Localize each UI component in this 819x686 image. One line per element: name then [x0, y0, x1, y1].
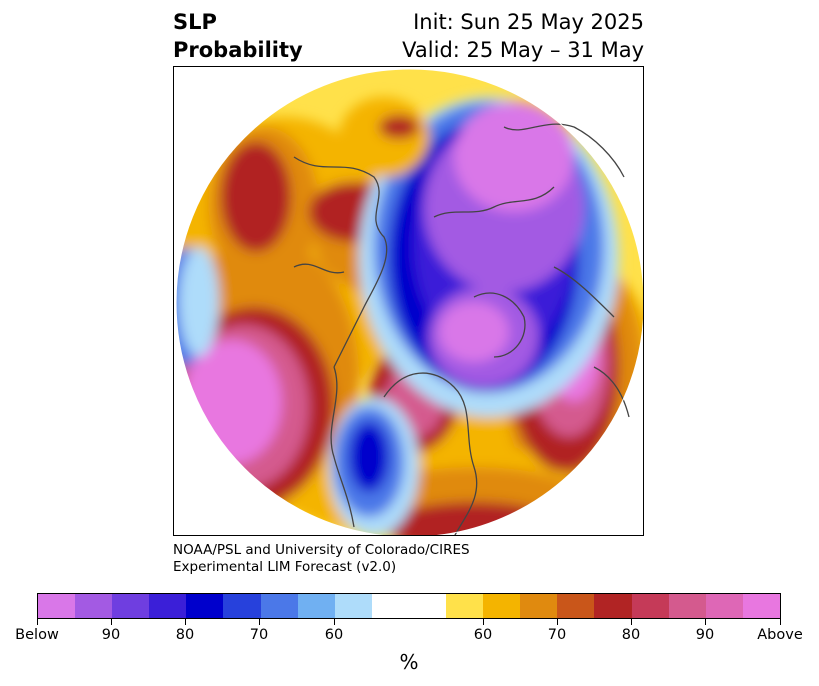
- colorbar-tick: [111, 619, 112, 625]
- colorbar-segment: [557, 594, 595, 618]
- colorbar-segment: [594, 594, 632, 618]
- coastlines: [293, 123, 630, 535]
- colorbar-tick-label: 90: [101, 627, 121, 643]
- colorbar-tick: [631, 619, 632, 625]
- colorbar-tick-label: 90: [695, 627, 715, 643]
- colorbar-tick: [37, 619, 38, 625]
- colorbar-tick: [483, 619, 484, 625]
- colorbar-tick-label: 80: [621, 627, 641, 643]
- colorbar-segment: [260, 594, 298, 618]
- colorbar-segment: [112, 594, 150, 618]
- colorbar-segment: [297, 594, 335, 618]
- colorbar-segment: [705, 594, 743, 618]
- colorbar-segment: [223, 594, 261, 618]
- title-left: SLP Probability: [173, 8, 303, 64]
- colorbar-tick-label: 70: [249, 627, 269, 643]
- colorbar-segment: [38, 594, 76, 618]
- colorbar-tick-label: 80: [175, 627, 195, 643]
- colorbar-segment: [520, 594, 558, 618]
- credit-text: NOAA/PSL and University of Colorado/CIRE…: [173, 542, 470, 576]
- polar-probability-map: [175, 68, 643, 535]
- credit-line-1: NOAA/PSL and University of Colorado/CIRE…: [173, 542, 470, 558]
- colorbar: [37, 593, 781, 619]
- colorbar-tick: [780, 619, 781, 625]
- colorbar-segment: [371, 594, 447, 618]
- colorbar-tick-label: 70: [547, 627, 567, 643]
- colorbar-segment: [446, 594, 484, 618]
- colorbar-unit: %: [399, 650, 419, 674]
- colorbar-tick-label: 60: [473, 627, 493, 643]
- title-variable: SLP: [173, 10, 217, 34]
- title-init-date: Init: Sun 25 May 2025: [413, 10, 644, 34]
- colorbar-segment: [668, 594, 706, 618]
- colorbar-tick: [185, 619, 186, 625]
- colorbar-segment: [75, 594, 113, 618]
- title-product: Probability: [173, 38, 303, 62]
- title-right: Init: Sun 25 May 2025 Valid: 25 May – 31…: [402, 8, 644, 64]
- colorbar-segment: [483, 594, 521, 618]
- colorbar-tick: [334, 619, 335, 625]
- colorbar-segment: [334, 594, 372, 618]
- colorbar-tick-label: 60: [324, 627, 344, 643]
- colorbar-tick: [705, 619, 706, 625]
- map-panel: [173, 66, 644, 536]
- credit-line-2: Experimental LIM Forecast (v2.0): [173, 559, 397, 575]
- colorbar-tick: [259, 619, 260, 625]
- colorbar-tick-label: Below: [15, 627, 59, 643]
- colorbar-segment: [631, 594, 669, 618]
- colorbar-segment: [149, 594, 187, 618]
- title-valid-range: Valid: 25 May – 31 May: [402, 38, 644, 62]
- colorbar-tick: [557, 619, 558, 625]
- colorbar-segment: [186, 594, 224, 618]
- colorbar-segment: [742, 594, 780, 618]
- colorbar-tick-label: Above: [757, 627, 803, 643]
